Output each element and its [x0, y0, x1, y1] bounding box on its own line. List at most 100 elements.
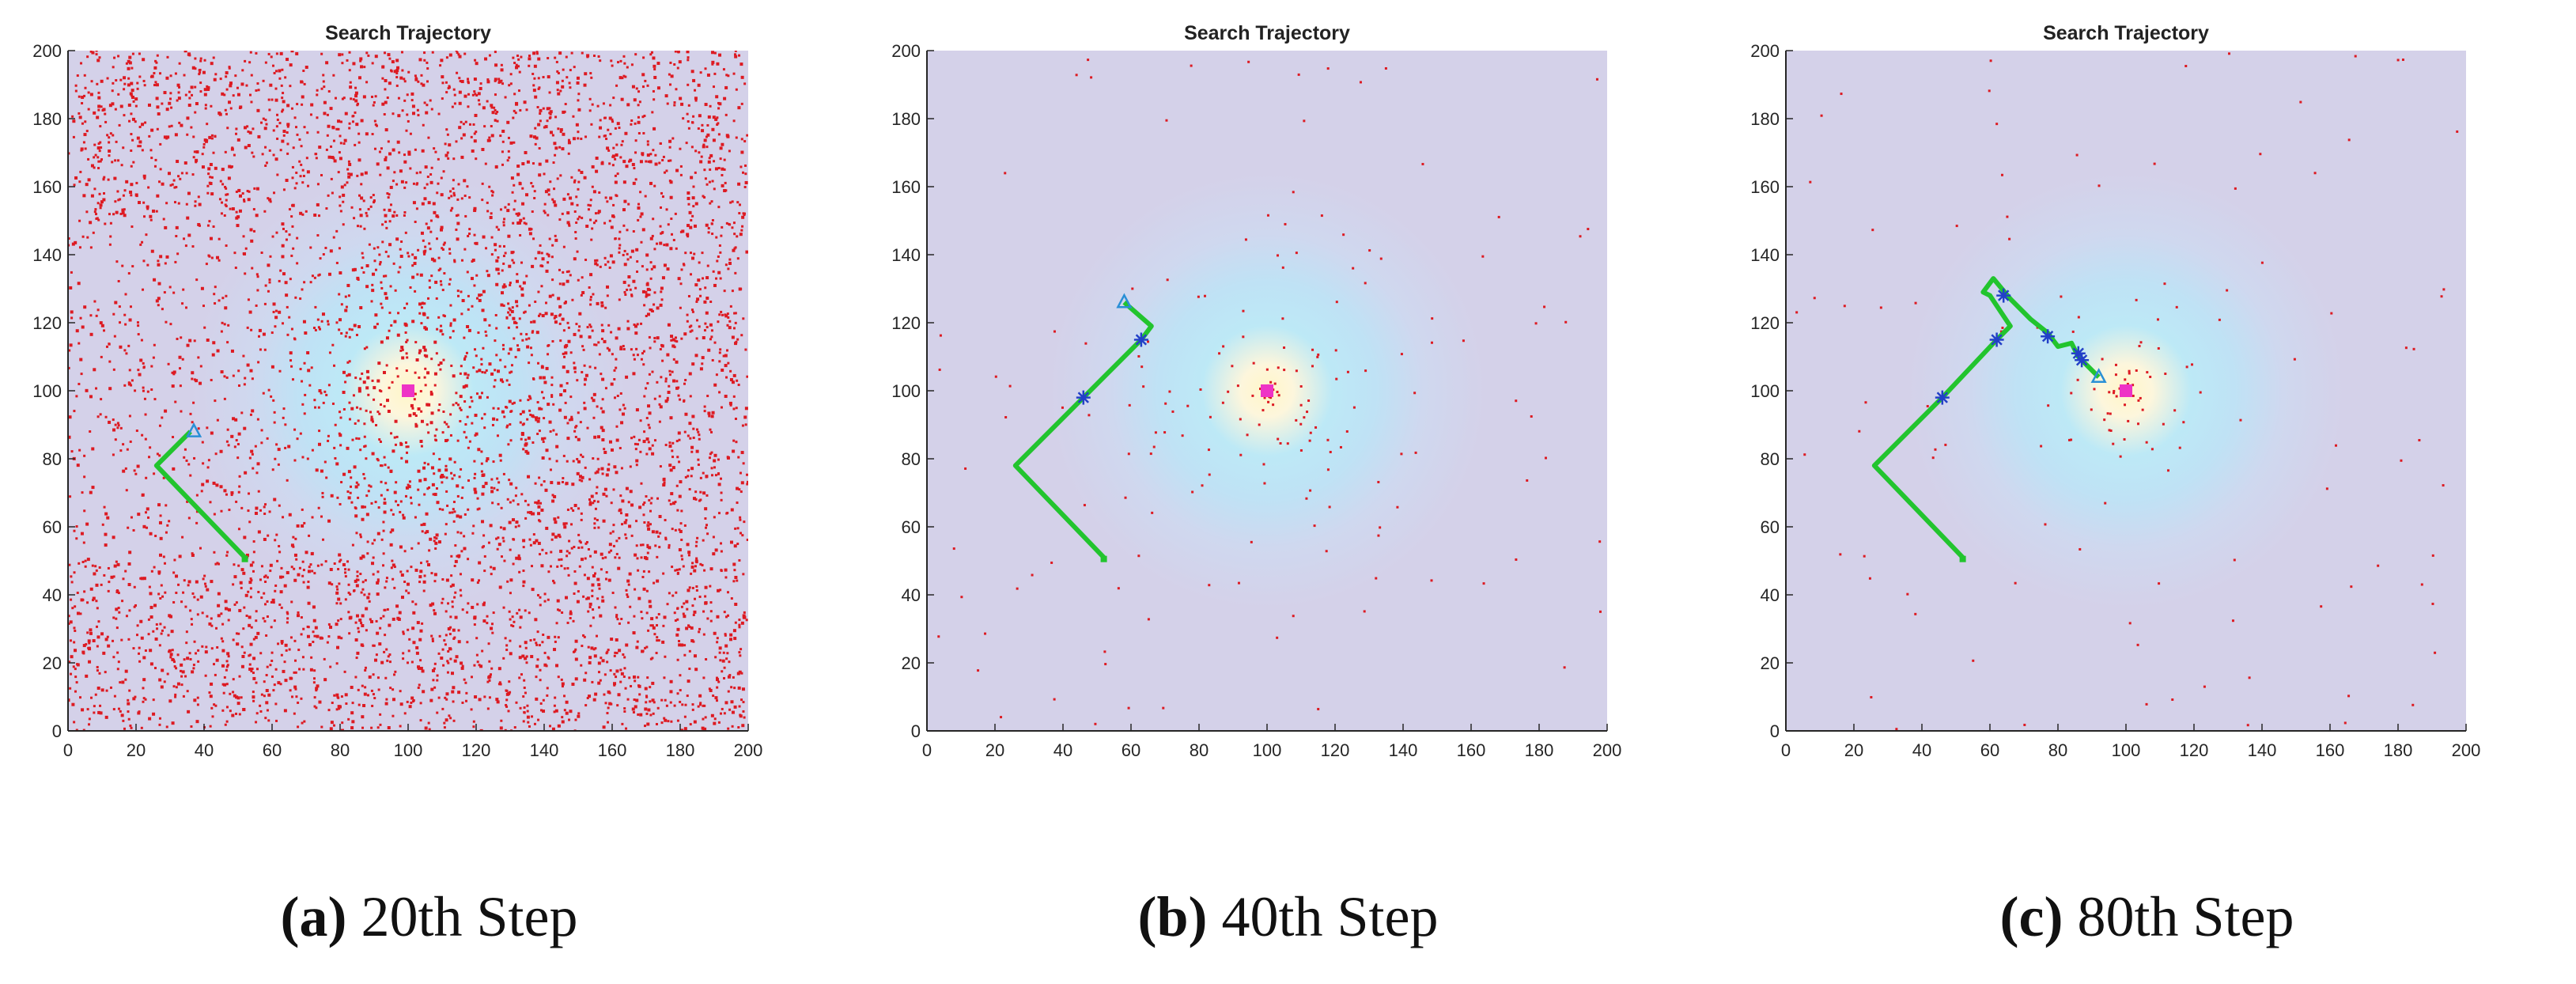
- particle: [318, 214, 321, 218]
- particle: [480, 363, 483, 366]
- particle: [225, 440, 229, 443]
- particle: [703, 410, 706, 413]
- particle: [504, 285, 507, 288]
- particle: [365, 369, 369, 373]
- particle: [344, 568, 347, 571]
- particle: [681, 703, 684, 706]
- particle: [449, 190, 452, 193]
- particle: [418, 349, 422, 353]
- particle: [714, 548, 718, 552]
- particle: [452, 374, 456, 378]
- particle: [728, 660, 731, 664]
- particle: [550, 551, 553, 554]
- particle: [142, 288, 145, 291]
- particle: [723, 290, 726, 293]
- particle: [91, 564, 94, 567]
- particle: [415, 645, 419, 649]
- particle: [671, 566, 674, 569]
- particle: [523, 221, 526, 225]
- particle: [505, 704, 508, 707]
- particle: [279, 590, 283, 594]
- particle: [344, 571, 347, 574]
- particle: [280, 566, 283, 570]
- particle: [554, 146, 558, 150]
- particle: [651, 624, 654, 627]
- particle: [704, 585, 708, 589]
- particle: [676, 719, 679, 722]
- particle: [531, 715, 534, 718]
- particle: [71, 702, 75, 706]
- particle: [344, 380, 347, 384]
- particle: [720, 550, 723, 553]
- particle: [71, 242, 75, 246]
- particle: [172, 370, 176, 374]
- particle: [466, 271, 469, 274]
- particle: [584, 72, 588, 76]
- particle: [373, 644, 376, 647]
- particle: [415, 207, 418, 210]
- particle: [155, 97, 159, 100]
- particle: [713, 341, 717, 344]
- particle: [274, 325, 277, 328]
- particle: [361, 588, 365, 591]
- particle: [412, 641, 416, 645]
- particle: [589, 72, 592, 75]
- particle: [234, 267, 237, 270]
- particle: [694, 498, 698, 501]
- particle: [183, 237, 186, 240]
- particle: [675, 380, 679, 383]
- particle: [180, 683, 183, 687]
- particle: [257, 335, 260, 338]
- particle: [339, 157, 342, 161]
- particle: [446, 151, 449, 154]
- particle: [687, 83, 690, 86]
- particle: [649, 237, 653, 240]
- particle: [168, 699, 172, 703]
- particle: [708, 456, 711, 460]
- particle: [414, 516, 417, 519]
- particle: [678, 643, 682, 647]
- particle: [104, 112, 107, 115]
- particle: [133, 585, 136, 589]
- particle: [330, 145, 333, 148]
- particle: [236, 215, 240, 219]
- particle: [653, 397, 656, 400]
- particle: [513, 93, 516, 96]
- particle: [640, 556, 643, 559]
- particle: [490, 134, 494, 138]
- particle: [573, 570, 577, 573]
- particle: [502, 255, 505, 258]
- particle: [83, 305, 87, 309]
- particle: [499, 683, 502, 686]
- particle: [649, 277, 653, 280]
- particle: [414, 77, 418, 80]
- particle: [410, 566, 413, 569]
- particle: [706, 123, 709, 127]
- particle: [96, 308, 100, 312]
- particle: [476, 497, 479, 500]
- particle: [513, 199, 516, 202]
- particle: [213, 551, 216, 554]
- particle: [373, 398, 376, 401]
- particle: [695, 585, 698, 589]
- particle: [247, 298, 250, 301]
- particle: [220, 212, 223, 215]
- particle: [157, 503, 161, 507]
- particle: [83, 590, 86, 593]
- particle: [450, 672, 454, 676]
- particle: [683, 644, 687, 647]
- particle: [522, 546, 525, 549]
- particle: [508, 399, 512, 403]
- particle: [145, 476, 148, 479]
- particle: [86, 236, 89, 239]
- particle: [235, 190, 238, 193]
- particle: [531, 512, 535, 516]
- particle: [317, 442, 321, 446]
- particle: [573, 581, 577, 585]
- particle: [507, 691, 511, 695]
- particle: [626, 66, 629, 69]
- particle: [446, 504, 449, 507]
- particle: [333, 446, 336, 449]
- particle: [668, 543, 671, 547]
- particle: [488, 696, 491, 699]
